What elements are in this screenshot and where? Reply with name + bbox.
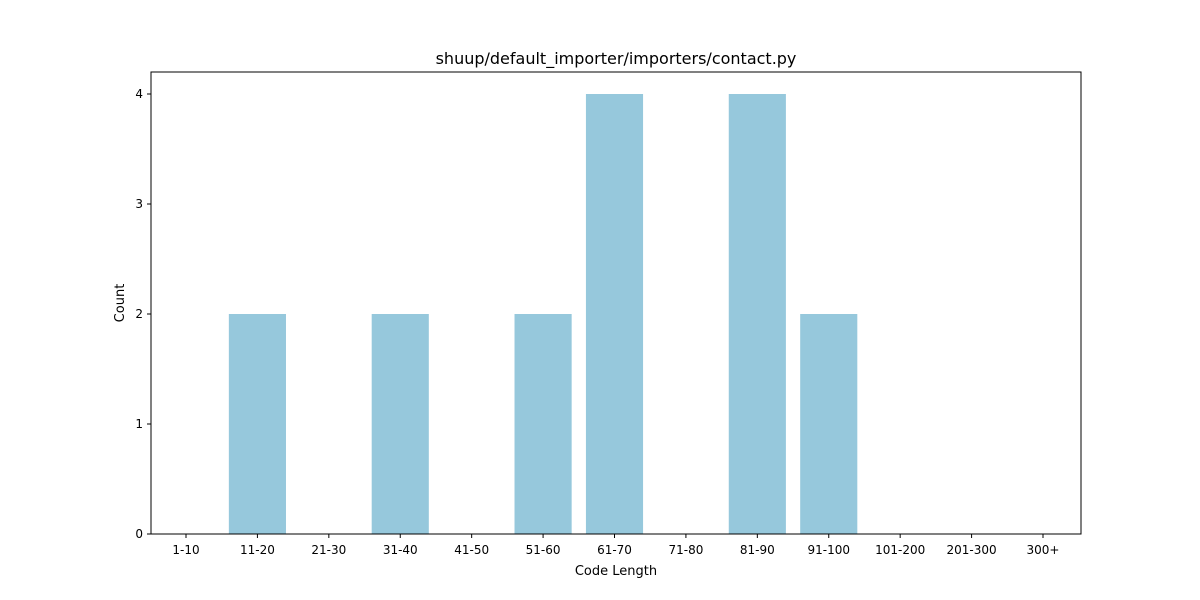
- chart-title: shuup/default_importer/importers/contact…: [436, 49, 797, 69]
- x-tick-label: 300+: [1027, 543, 1060, 557]
- y-tick-label: 0: [135, 527, 143, 541]
- x-tick-label: 81-90: [740, 543, 775, 557]
- x-axis-label: Code Length: [575, 564, 657, 579]
- bars-layer: [228, 94, 858, 534]
- x-tick-label: 61-70: [597, 543, 632, 557]
- x-tick-label: 201-300: [947, 543, 997, 557]
- x-tick-label: 101-200: [875, 543, 925, 557]
- x-tick-label: 11-20: [240, 543, 275, 557]
- x-tick-label: 91-100: [807, 543, 850, 557]
- x-tick-label: 1-10: [172, 543, 199, 557]
- y-axis-ticks: 0 1 2 3 4: [135, 87, 151, 541]
- x-tick-label: 21-30: [311, 543, 346, 557]
- bar-91-100: [800, 314, 858, 534]
- x-axis-ticks: 1-10 11-20 21-30 31-40 41-50 51-60 61-70 71-80 8…: [172, 534, 1059, 557]
- x-tick-label: 71-80: [668, 543, 703, 557]
- x-tick-label: 51-60: [526, 543, 561, 557]
- x-tick-label: 41-50: [454, 543, 489, 557]
- y-axis-label: Count: [113, 284, 128, 323]
- plot-frame: [150, 71, 1082, 535]
- bar-61-70: [585, 94, 644, 534]
- bar-81-90: [728, 94, 786, 534]
- bar-11-20: [228, 314, 286, 534]
- y-tick-label: 4: [135, 87, 143, 101]
- bar-51-60: [514, 314, 572, 534]
- y-tick-label: 2: [135, 307, 143, 321]
- y-tick-label: 1: [135, 417, 143, 431]
- x-tick-label: 31-40: [383, 543, 418, 557]
- bar-31-40: [371, 314, 429, 534]
- y-tick-label: 3: [135, 197, 143, 211]
